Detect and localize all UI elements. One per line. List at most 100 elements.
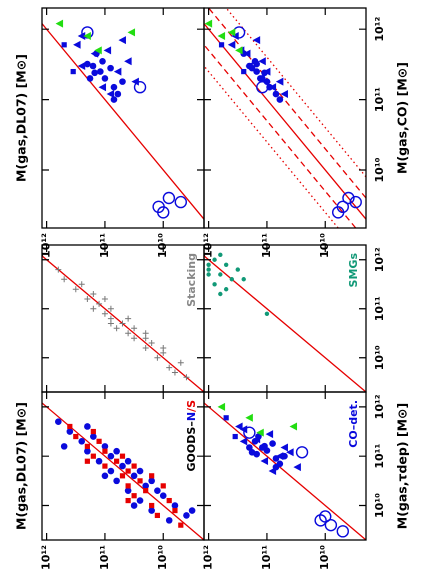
point: [127, 28, 136, 37]
point: [142, 330, 149, 337]
point: [55, 266, 62, 273]
point: [171, 502, 179, 509]
point: [114, 458, 120, 464]
point: [143, 488, 149, 494]
point: [113, 325, 120, 332]
point: [98, 83, 107, 92]
point: [256, 428, 264, 437]
point: [107, 305, 114, 312]
x-axis-label: M(gas,τdep) [M⊙]: [395, 403, 410, 529]
x-tick-label: 10¹²: [373, 394, 386, 419]
reference-line: [204, 402, 366, 540]
point: [84, 443, 90, 449]
annotation-part: CO–det.: [347, 400, 360, 448]
point: [148, 477, 155, 485]
point: [183, 512, 190, 519]
point: [235, 46, 243, 55]
point: [113, 447, 120, 455]
point: [229, 277, 235, 282]
panel-frame: [203, 7, 367, 229]
point: [253, 450, 260, 458]
point: [268, 467, 277, 476]
annotation: GOODS–N/S: [185, 400, 198, 472]
panel: 10¹⁰ 10¹¹ 10¹² 10¹⁰ 10¹¹ 10¹² M(gas,τdep) [M⊙]…: [202, 391, 410, 570]
point: [261, 442, 268, 450]
point: [90, 49, 99, 58]
point: [137, 478, 143, 484]
point: [124, 487, 132, 494]
point: [218, 252, 223, 258]
panel-frame: [203, 391, 367, 541]
point: [204, 19, 213, 28]
point: [124, 457, 132, 465]
point: [177, 359, 184, 366]
point: [148, 507, 155, 514]
panel: Stacking: [41, 244, 205, 393]
point: [73, 433, 79, 440]
plot-area: [42, 402, 204, 540]
point: [119, 453, 126, 459]
x-axis-label: M(gas,CO) [M⊙]: [395, 62, 410, 174]
point: [106, 90, 115, 99]
point: [280, 90, 288, 99]
point: [235, 422, 243, 431]
x-tick-label: 10¹¹: [373, 444, 386, 469]
point: [256, 80, 269, 94]
point: [342, 191, 355, 205]
point: [119, 78, 126, 85]
point: [84, 423, 91, 430]
point: [96, 438, 102, 444]
point: [96, 300, 103, 307]
point: [89, 62, 97, 70]
y-tick-label: 10¹²: [202, 545, 215, 570]
y-axis-label: M(gas,DL07) [M⊙]: [14, 54, 29, 182]
annotation: SMGs: [347, 253, 360, 288]
point: [324, 518, 338, 532]
plot-area: [204, 8, 366, 228]
point: [130, 472, 138, 480]
point: [113, 67, 122, 76]
annotation-part: SMGs: [347, 253, 360, 288]
reference-line: [225, 8, 366, 178]
point: [174, 195, 187, 209]
point: [78, 281, 85, 288]
point: [130, 502, 138, 509]
point: [280, 443, 288, 452]
reference-line: [42, 23, 204, 220]
point: [239, 437, 248, 446]
panel-frame: [41, 244, 205, 393]
point: [276, 96, 284, 103]
point: [269, 440, 276, 447]
point: [157, 206, 170, 219]
annotation-part: Stacking: [185, 253, 198, 307]
point: [160, 483, 166, 489]
point: [183, 374, 190, 381]
point: [107, 320, 114, 327]
point: [242, 49, 251, 58]
point: [110, 96, 118, 103]
point: [154, 512, 160, 519]
point: [171, 369, 178, 376]
point: [95, 457, 103, 465]
point: [90, 291, 97, 297]
point: [252, 435, 261, 444]
point: [243, 426, 256, 439]
point: [99, 57, 106, 65]
point: [84, 60, 91, 68]
point: [90, 305, 97, 312]
point: [136, 497, 144, 504]
point: [66, 428, 74, 435]
x-tick-label: 10¹⁰: [373, 345, 386, 370]
y-tick-label: 10¹¹: [98, 545, 111, 570]
point: [78, 438, 86, 445]
point: [83, 32, 91, 41]
point: [349, 195, 362, 209]
point: [227, 40, 236, 49]
point: [70, 68, 76, 75]
annotation: Stacking: [185, 253, 198, 307]
point: [149, 502, 155, 509]
point: [166, 497, 172, 504]
point: [178, 522, 184, 528]
point: [206, 272, 211, 277]
